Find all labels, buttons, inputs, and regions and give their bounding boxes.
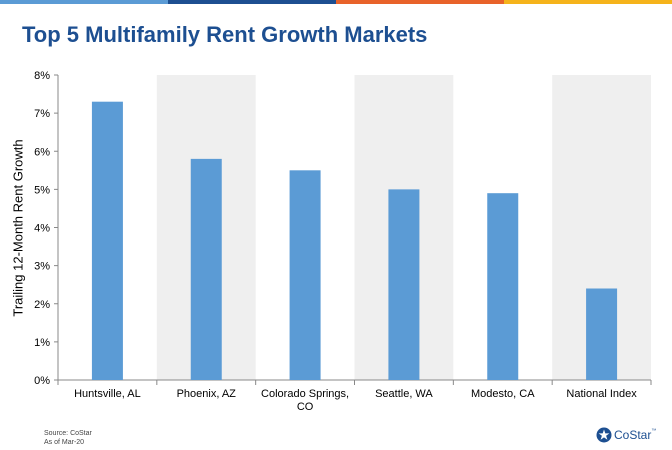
y-tick-label: 1% <box>34 337 50 349</box>
x-tick-label: Modesto, CA <box>471 388 535 400</box>
source-text: Source: CoStar <box>44 430 92 437</box>
brand-stripe-segment <box>504 0 672 4</box>
as-of-text: As of Mar-20 <box>44 439 85 446</box>
x-tick-label: Huntsville, AL <box>74 388 141 400</box>
y-tick-label: 8% <box>34 70 50 82</box>
y-tick-label: 7% <box>34 108 50 120</box>
y-tick-label: 6% <box>34 146 50 158</box>
brand-stripe-segment <box>0 0 168 4</box>
source-note: Source: CoStar As of Mar-20 <box>44 429 92 447</box>
y-tick-label: 5% <box>34 184 50 196</box>
bar <box>388 189 420 380</box>
x-tick-label: Seattle, WA <box>375 388 433 400</box>
brand-stripe <box>0 0 672 4</box>
y-tick-label: 3% <box>34 261 50 273</box>
bar <box>91 101 123 380</box>
logo-text: CoStar™ <box>614 428 657 442</box>
brand-stripe-segment <box>336 0 504 4</box>
costar-star-icon <box>596 427 612 443</box>
y-tick-label: 2% <box>34 299 50 311</box>
bar <box>487 193 519 380</box>
y-tick-label: 4% <box>34 223 50 235</box>
y-tick-label: 0% <box>34 375 50 387</box>
y-axis-title: Trailing 12-Month Rent Growth <box>10 139 26 317</box>
brand-stripe-segment <box>168 0 336 4</box>
chart-title: Top 5 Multifamily Rent Growth Markets <box>22 22 428 47</box>
bar <box>289 170 321 380</box>
x-tick-label: Colorado Springs, CO <box>261 388 349 413</box>
x-tick-label: National Index <box>566 388 637 400</box>
bar <box>190 158 222 380</box>
bar <box>586 288 618 380</box>
x-tick-label: Phoenix, AZ <box>177 388 237 400</box>
costar-logo: CoStar™ <box>596 427 656 443</box>
